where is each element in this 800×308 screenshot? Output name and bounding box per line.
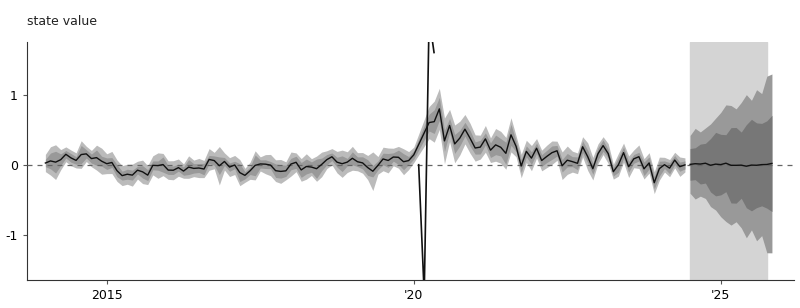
Bar: [690, 42, 767, 280]
Text: state value: state value: [27, 15, 97, 28]
